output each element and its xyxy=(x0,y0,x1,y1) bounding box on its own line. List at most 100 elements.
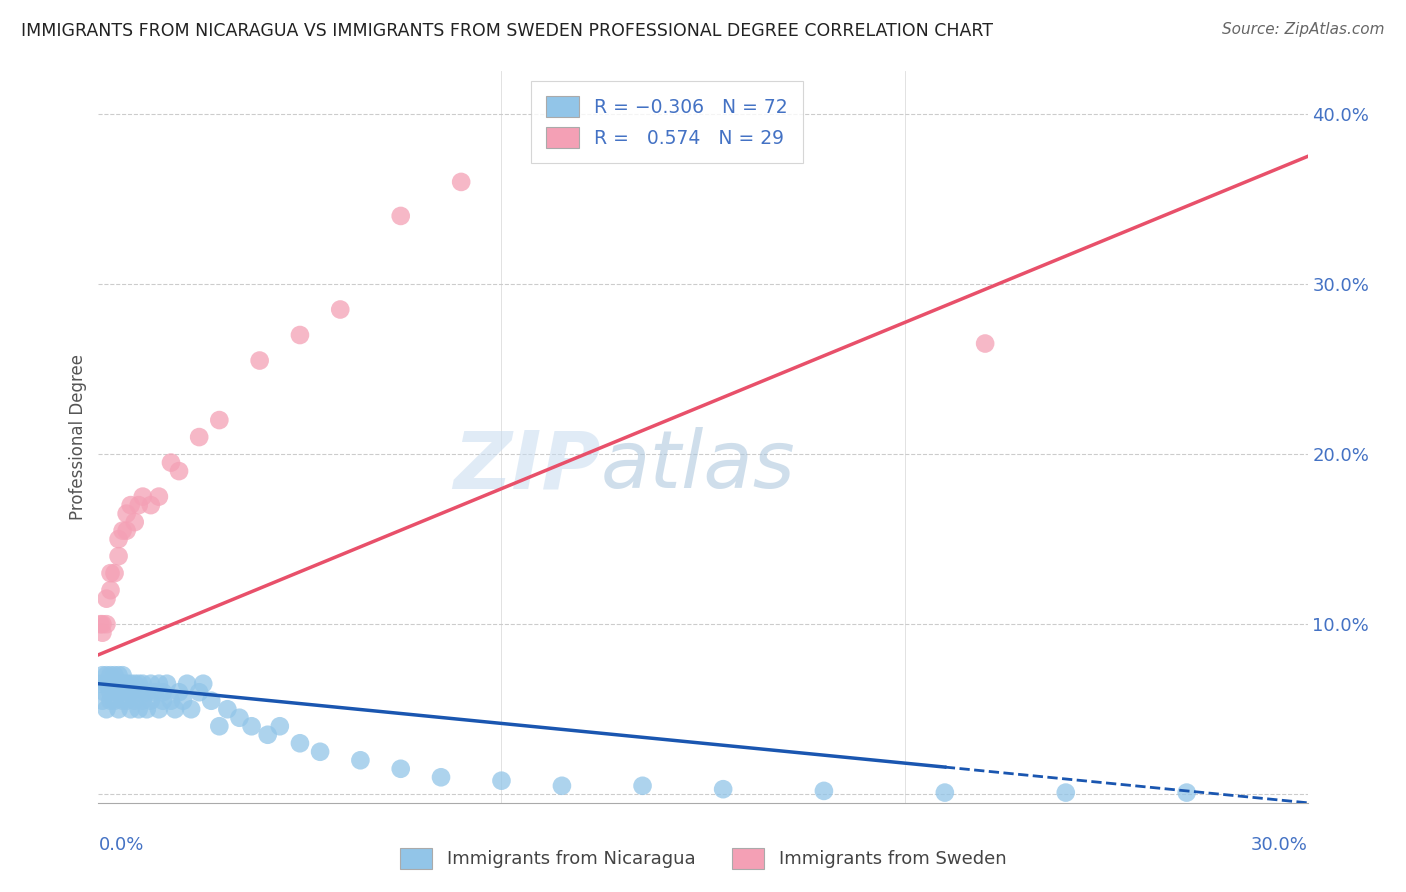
Point xyxy=(100,677,122,691)
Point xyxy=(974,336,997,351)
Point xyxy=(163,702,186,716)
Point xyxy=(124,694,146,708)
Point xyxy=(180,702,202,716)
Point xyxy=(89,677,111,691)
Point xyxy=(128,702,150,716)
Point xyxy=(193,677,215,691)
Point xyxy=(135,685,157,699)
Y-axis label: Professional Degree: Professional Degree xyxy=(69,354,87,520)
Point xyxy=(135,702,157,716)
Point xyxy=(103,566,125,581)
Point xyxy=(148,702,170,716)
Point xyxy=(228,711,250,725)
Point xyxy=(711,782,734,797)
Text: 0.0%: 0.0% xyxy=(98,837,143,855)
Point xyxy=(91,668,114,682)
Point xyxy=(143,685,166,699)
Point xyxy=(115,677,138,691)
Point xyxy=(200,694,222,708)
Point xyxy=(389,762,412,776)
Point xyxy=(96,591,118,606)
Legend: R = −0.306   N = 72, R =   0.574   N = 29: R = −0.306 N = 72, R = 0.574 N = 29 xyxy=(530,81,803,163)
Point xyxy=(208,719,231,733)
Point xyxy=(389,209,412,223)
Point xyxy=(124,677,146,691)
Point xyxy=(111,524,134,538)
Point xyxy=(107,549,129,563)
Point xyxy=(107,532,129,546)
Point xyxy=(132,677,155,691)
Point xyxy=(111,694,134,708)
Point xyxy=(934,786,956,800)
Point xyxy=(1175,786,1198,800)
Point xyxy=(309,745,332,759)
Point xyxy=(107,668,129,682)
Point xyxy=(329,302,352,317)
Text: IMMIGRANTS FROM NICARAGUA VS IMMIGRANTS FROM SWEDEN PROFESSIONAL DEGREE CORRELAT: IMMIGRANTS FROM NICARAGUA VS IMMIGRANTS … xyxy=(21,22,993,40)
Point xyxy=(100,685,122,699)
Point xyxy=(89,617,111,632)
Point xyxy=(100,566,122,581)
Point xyxy=(107,702,129,716)
Point xyxy=(120,702,142,716)
Point xyxy=(176,677,198,691)
Point xyxy=(103,668,125,682)
Point xyxy=(156,677,179,691)
Point xyxy=(217,702,239,716)
Point xyxy=(148,677,170,691)
Point xyxy=(128,685,150,699)
Point xyxy=(172,694,194,708)
Point xyxy=(120,498,142,512)
Point xyxy=(128,498,150,512)
Point xyxy=(115,694,138,708)
Point xyxy=(107,685,129,699)
Point xyxy=(91,617,114,632)
Point xyxy=(91,625,114,640)
Point xyxy=(160,694,183,708)
Point xyxy=(100,694,122,708)
Point xyxy=(111,677,134,691)
Point xyxy=(139,498,162,512)
Point xyxy=(115,685,138,699)
Point xyxy=(152,694,174,708)
Point xyxy=(132,694,155,708)
Text: Source: ZipAtlas.com: Source: ZipAtlas.com xyxy=(1222,22,1385,37)
Point xyxy=(124,515,146,529)
Point xyxy=(91,694,114,708)
Point xyxy=(111,668,134,682)
Legend: Immigrants from Nicaragua, Immigrants from Sweden: Immigrants from Nicaragua, Immigrants fr… xyxy=(392,840,1014,876)
Point xyxy=(93,685,115,699)
Point xyxy=(96,702,118,716)
Point xyxy=(349,753,371,767)
Point xyxy=(120,685,142,699)
Point xyxy=(631,779,654,793)
Point xyxy=(103,694,125,708)
Point xyxy=(107,677,129,691)
Point xyxy=(240,719,263,733)
Point xyxy=(128,677,150,691)
Point xyxy=(96,617,118,632)
Point xyxy=(288,328,311,343)
Point xyxy=(152,685,174,699)
Point xyxy=(813,784,835,798)
Text: 30.0%: 30.0% xyxy=(1251,837,1308,855)
Point xyxy=(256,728,278,742)
Point xyxy=(188,685,211,699)
Point xyxy=(132,490,155,504)
Point xyxy=(288,736,311,750)
Text: ZIP: ZIP xyxy=(453,427,600,506)
Point xyxy=(148,490,170,504)
Point xyxy=(139,694,162,708)
Point xyxy=(188,430,211,444)
Point xyxy=(1054,786,1077,800)
Point xyxy=(249,353,271,368)
Point xyxy=(551,779,574,793)
Point xyxy=(120,677,142,691)
Point xyxy=(100,668,122,682)
Point xyxy=(96,677,118,691)
Point xyxy=(450,175,472,189)
Point xyxy=(115,524,138,538)
Point xyxy=(269,719,291,733)
Point xyxy=(96,668,118,682)
Point xyxy=(208,413,231,427)
